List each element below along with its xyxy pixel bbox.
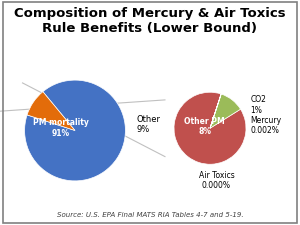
Wedge shape: [210, 94, 221, 128]
Wedge shape: [210, 94, 241, 128]
Text: Composition of Mercury & Air Toxics
Rule Benefits (Lower Bound): Composition of Mercury & Air Toxics Rule…: [14, 7, 286, 35]
Text: Other
9%: Other 9%: [136, 115, 160, 134]
Wedge shape: [25, 80, 125, 181]
Wedge shape: [210, 94, 221, 128]
Text: PM mortality
91%: PM mortality 91%: [33, 118, 89, 138]
Text: Other PM
8%: Other PM 8%: [184, 117, 225, 136]
Wedge shape: [174, 92, 246, 164]
Text: CO2
1%: CO2 1%: [250, 95, 266, 115]
Wedge shape: [27, 92, 75, 130]
Text: Mercury
0.002%: Mercury 0.002%: [250, 116, 281, 135]
Text: Source: U.S. EPA Final MATS RIA Tables 4-7 and 5-19.: Source: U.S. EPA Final MATS RIA Tables 4…: [57, 212, 243, 218]
Text: Air Toxics
0.000%: Air Toxics 0.000%: [199, 171, 234, 190]
